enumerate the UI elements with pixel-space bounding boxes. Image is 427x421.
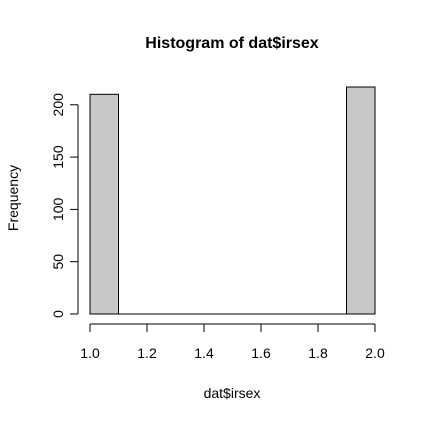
y-axis: 0 50 100 150 200 [50, 93, 79, 318]
x-tick-label: 1.8 [308, 345, 328, 361]
x-tick-label: 1.6 [251, 345, 271, 361]
y-tick-label: 0 [50, 310, 66, 318]
y-axis-label: Frequency [5, 165, 21, 231]
bars-group [89, 86, 376, 315]
x-tick-label: 2.0 [365, 345, 385, 361]
x-tick-label: 1.2 [137, 345, 157, 361]
y-tick-label: 200 [50, 93, 66, 117]
y-tick-label: 100 [50, 197, 66, 221]
chart-title: Histogram of dat$irsex [145, 35, 318, 52]
y-tick-label: 50 [50, 254, 66, 270]
x-axis: 1.0 1.2 1.4 1.6 1.8 2.0 [80, 323, 385, 361]
histogram-bar [89, 93, 119, 315]
x-axis-label: dat$irsex [204, 385, 261, 401]
x-tick-label: 1.4 [194, 345, 214, 361]
y-tick-label: 150 [50, 145, 66, 169]
histogram-bar [346, 86, 376, 315]
x-tick-label: 1.0 [80, 345, 100, 361]
